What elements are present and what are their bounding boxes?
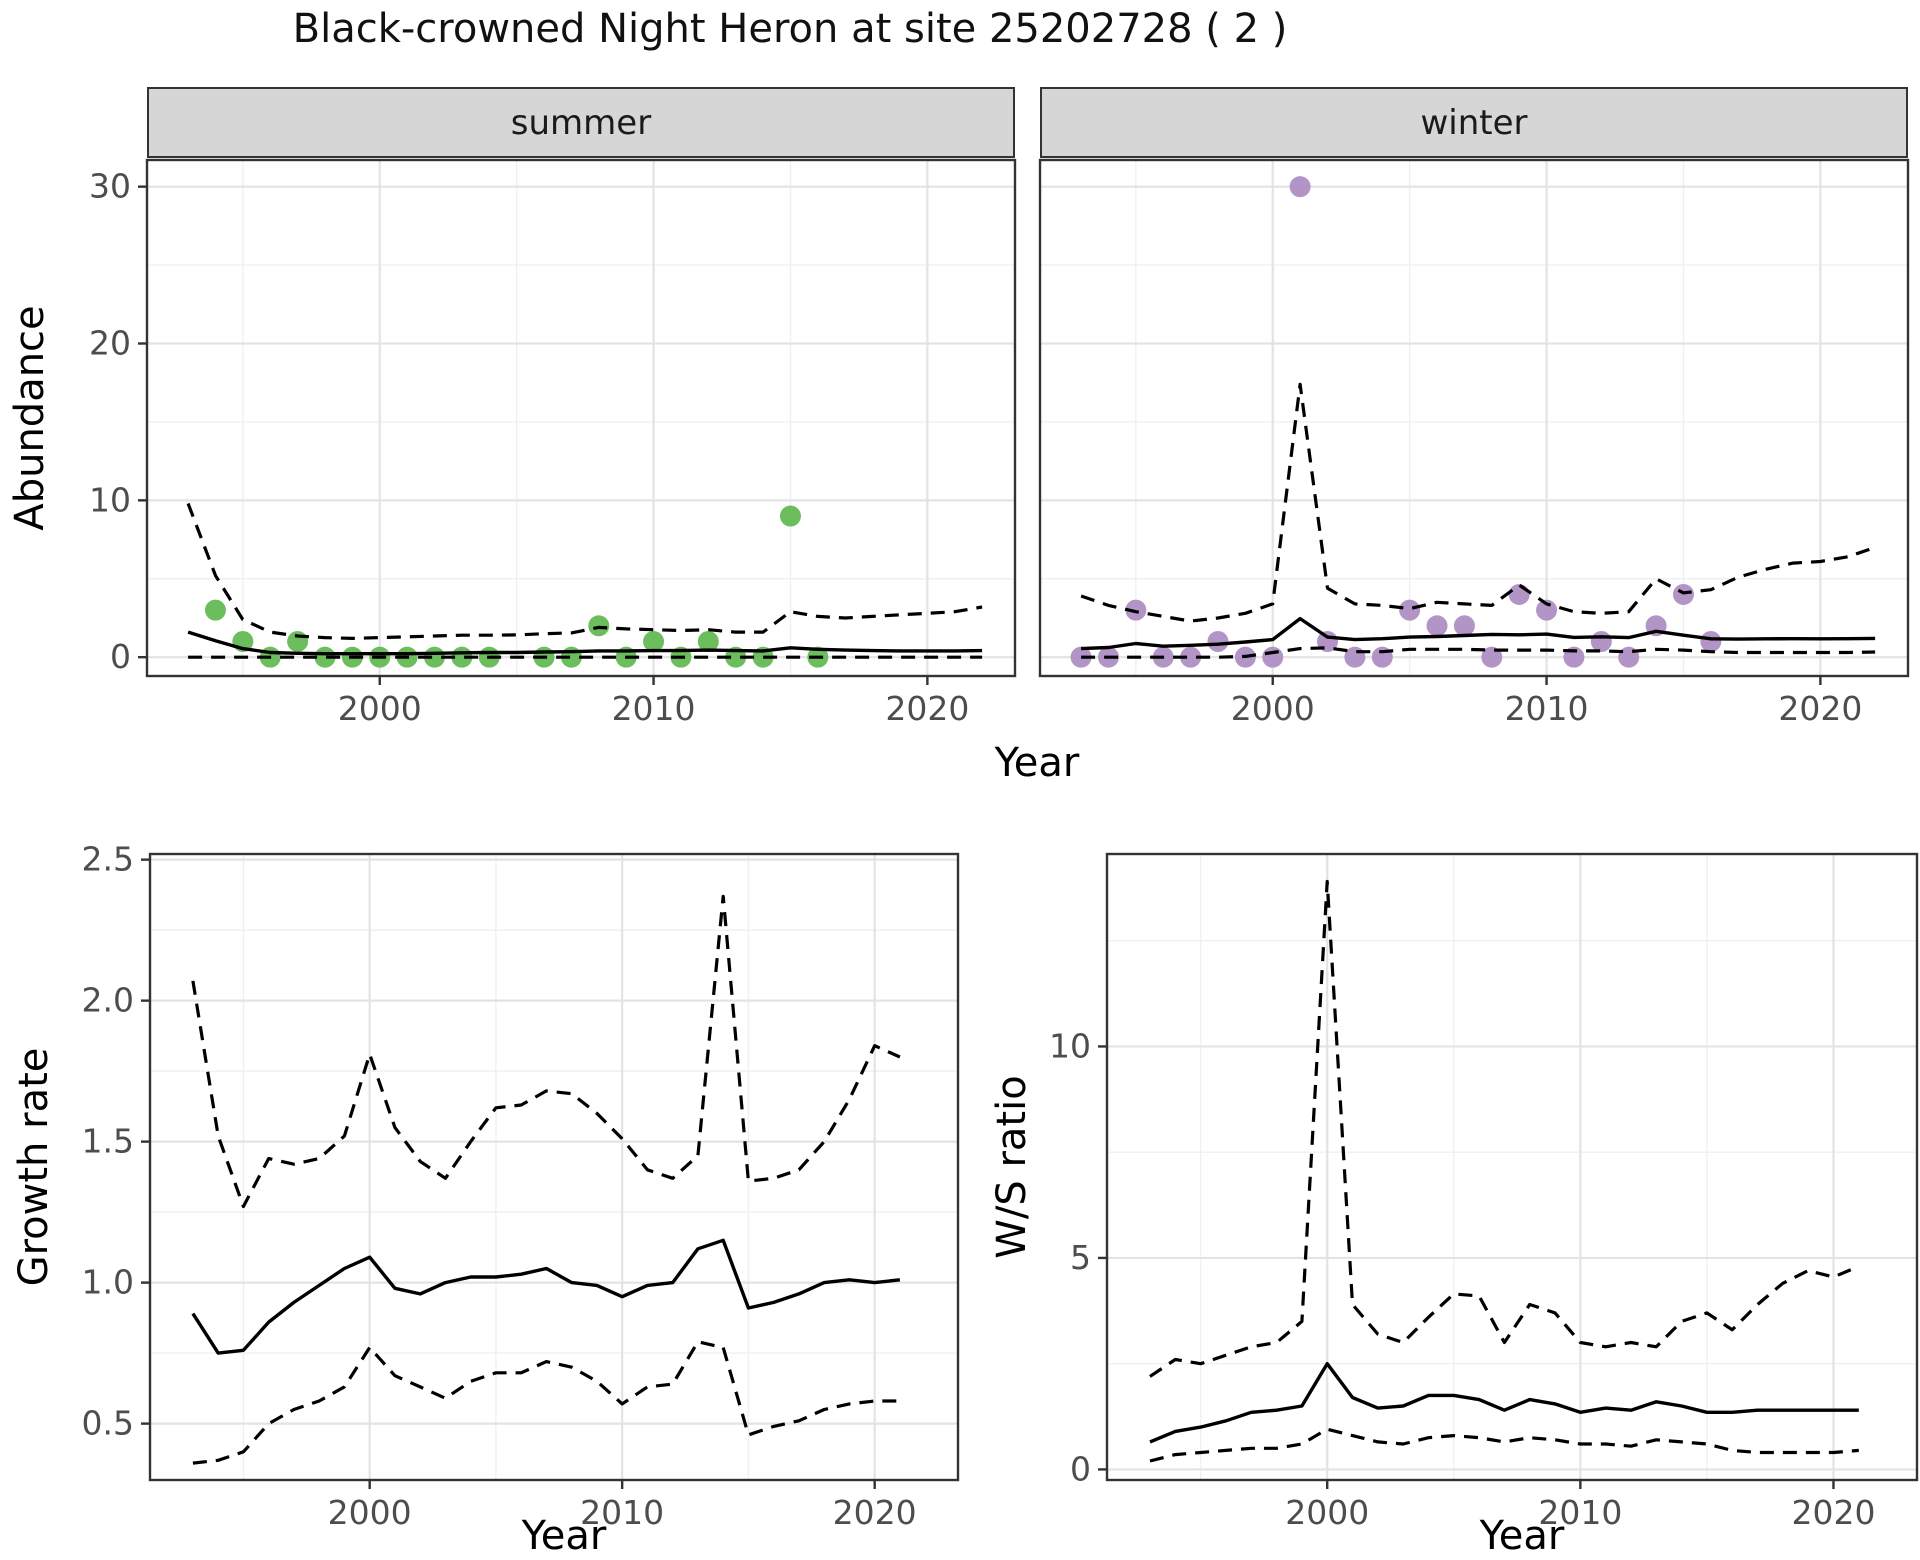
x-tick-label: 2000 (1231, 689, 1315, 728)
data-point (1399, 599, 1421, 621)
series-median (1149, 1361, 1859, 1444)
y-tick-label: 2.0 (82, 981, 134, 1020)
data-point (1700, 630, 1722, 652)
data-point (643, 630, 665, 652)
facet-strip-winter-label: winter (1420, 102, 1528, 143)
y-tick-label: 0 (1070, 1449, 1091, 1488)
y-tick-label: 20 (89, 324, 131, 363)
facet-strip-summer: summer (147, 87, 1015, 158)
series-median (191, 1238, 901, 1355)
data-point (1481, 646, 1503, 668)
data-point (1536, 599, 1558, 621)
data-point (1344, 646, 1366, 668)
x-axis-label-year-ws: Year (1479, 1513, 1565, 1559)
panel-ws-ratio: 2000 2010 2020 0 5 10 (1049, 852, 1919, 1532)
panel-border (1038, 158, 1910, 678)
data-point (779, 505, 801, 527)
panel-border (145, 158, 1017, 678)
y-axis-label-ws-ratio: W/S ratio (989, 1075, 1035, 1259)
x-tick-label: 2010 (580, 1493, 664, 1532)
x-axis-label-year-top: Year (994, 740, 1080, 786)
y-tick-label: 0.5 (82, 1404, 134, 1443)
y-tick-label: 1.5 (82, 1122, 134, 1161)
series-lower-ci (1149, 1427, 1859, 1463)
y-axis-label-growth-rate: Growth rate (11, 1047, 57, 1287)
x-tick-label: 2010 (1538, 1493, 1622, 1532)
x-tick-label: 2020 (885, 689, 969, 728)
facet-strip-summer-label: summer (510, 102, 652, 143)
y-tick-label: 10 (89, 480, 131, 519)
x-tick-label: 2000 (328, 1493, 412, 1532)
y-tick-label: 30 (89, 167, 131, 206)
y-axis-label-abundance: Abundance (7, 305, 53, 531)
y-tick-label: 0 (110, 637, 131, 676)
panel-border (148, 852, 960, 1482)
y-tick-label: 2.5 (82, 840, 134, 879)
x-tick-label: 2000 (1285, 1493, 1369, 1532)
series-median (1081, 616, 1876, 651)
data-point (1289, 176, 1311, 198)
data-point (1262, 646, 1284, 668)
data-point (1207, 630, 1229, 652)
series-median (187, 630, 983, 656)
panel-abundance-winter: 2000 2010 2020 (1038, 158, 1910, 728)
data-point (697, 630, 719, 652)
x-tick-label: 2010 (612, 689, 696, 728)
x-tick-label: 2000 (338, 689, 422, 728)
data-point (204, 599, 226, 621)
chart-title: Black-crowned Night Heron at site 252027… (292, 6, 1288, 52)
data-point (1453, 615, 1475, 637)
series-upper-ci (1149, 879, 1860, 1378)
x-axis-label-year-growth: Year (521, 1513, 607, 1559)
x-tick-label: 2020 (1791, 1493, 1875, 1532)
x-tick-label: 2020 (833, 1493, 917, 1532)
series-lower-ci (1081, 646, 1876, 659)
facet-strip-winter: winter (1040, 87, 1908, 158)
x-tick-label: 2010 (1505, 689, 1589, 728)
data-point (1508, 583, 1530, 605)
y-tick-label: 10 (1049, 1026, 1091, 1065)
panel-abundance-summer: 2000 2010 2020 0 10 20 30 (89, 158, 1017, 728)
series-upper-ci (186, 502, 983, 641)
data-point (1426, 615, 1448, 637)
data-point (287, 630, 309, 652)
data-point (1070, 646, 1092, 668)
series-upper-ci (1080, 382, 1876, 623)
x-tick-label: 2020 (1778, 689, 1862, 728)
series-lower-ci (192, 1340, 900, 1465)
y-tick-label: 5 (1070, 1238, 1091, 1277)
panel-growth-rate: 2000 2010 2020 0.5 1.0 1.5 2.0 2.5 (82, 840, 960, 1532)
series-upper-ci (191, 894, 901, 1209)
data-point (1180, 646, 1202, 668)
panel-border (1105, 852, 1919, 1482)
data-point (1590, 630, 1612, 652)
y-tick-label: 1.0 (82, 1263, 134, 1302)
